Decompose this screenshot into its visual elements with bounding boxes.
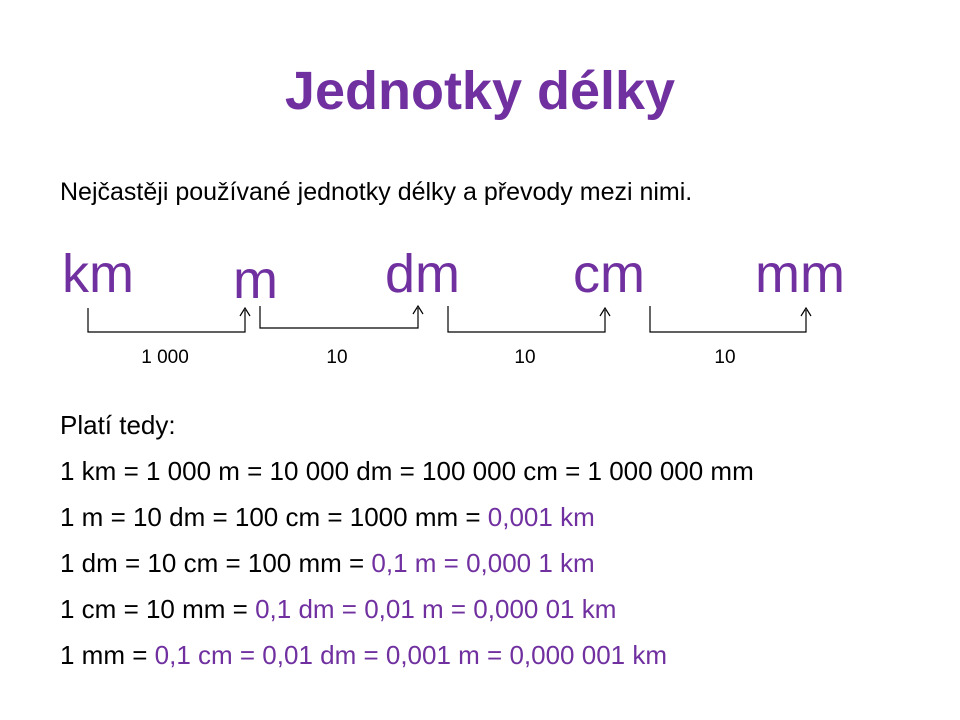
line-text: 1 cm = 10 mm = — [60, 594, 256, 624]
conversion-line: 1 cm = 10 mm = 0,1 dm = 0,01 m = 0,000 0… — [60, 596, 616, 622]
title: Jednotky délky — [284, 61, 676, 121]
line-text-highlight: 0,1 m = 0,000 1 km — [371, 548, 595, 578]
line-text-highlight: 0,1 dm = 0,01 m = 0,000 01 km — [255, 594, 617, 624]
line-text: 1 m = 10 dm = 100 cm = 1000 mm = — [60, 502, 488, 532]
subtitle: Nejčastěji používané jednotky délky a př… — [60, 178, 693, 206]
line-text: 1 dm = 10 cm = 100 mm = — [60, 548, 372, 578]
unit: dm — [385, 244, 461, 304]
factor: 1 000 — [141, 347, 189, 368]
line-text-highlight: 0,1 cm = 0,01 dm = 0,001 m = 0,000 001 k… — [154, 640, 667, 670]
conversion-line: 1 m = 10 dm = 100 cm = 1000 mm = 0,001 k… — [60, 504, 595, 530]
unit: m — [233, 250, 278, 310]
conversion-line: 1 mm = 0,1 cm = 0,01 dm = 0,001 m = 0,00… — [60, 642, 667, 668]
conversion-line: 1 dm = 10 cm = 100 mm = 0,1 m = 0,000 1 … — [60, 550, 595, 576]
line-text: 1 km = 1 000 m = 10 000 dm = 100 000 cm … — [60, 456, 754, 486]
conversion-line: 1 km = 1 000 m = 10 000 dm = 100 000 cm … — [60, 458, 754, 484]
conclusion-label: Platí tedy: — [60, 410, 176, 440]
unit: km — [62, 244, 134, 304]
factor: 10 — [326, 347, 348, 368]
line-text-highlight: 0,001 km — [487, 502, 595, 532]
factor: 10 — [714, 347, 736, 368]
line-text: 1 mm = — [60, 640, 155, 670]
factor: 10 — [514, 347, 536, 368]
unit: mm — [755, 244, 845, 304]
unit: cm — [573, 244, 645, 304]
